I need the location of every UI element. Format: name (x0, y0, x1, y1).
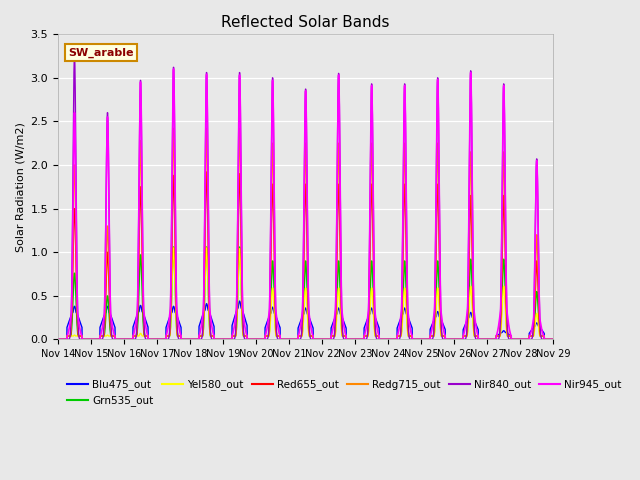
Redg715_out (549, 336, 557, 342)
Red655_out (548, 336, 556, 342)
Blu475_out (236, 298, 243, 304)
Red655_out (389, 336, 397, 342)
Blu475_out (54, 336, 62, 342)
Red655_out (203, 169, 211, 175)
Blu475_out (549, 336, 557, 342)
Red655_out (549, 336, 557, 342)
Redg715_out (287, 336, 294, 342)
Blu475_out (389, 336, 397, 342)
Line: Redg715_out: Redg715_out (58, 128, 553, 339)
Nir945_out (549, 336, 557, 342)
Nir840_out (389, 336, 397, 342)
Line: Nir945_out: Nir945_out (58, 69, 553, 339)
Line: Grn535_out: Grn535_out (58, 247, 553, 339)
Nir840_out (70, 53, 78, 59)
Grn535_out (287, 336, 294, 342)
Blu475_out (548, 336, 556, 342)
Red655_out (54, 336, 62, 342)
Nir945_out (444, 336, 452, 342)
Nir840_out (549, 336, 557, 342)
Grn535_out (54, 336, 62, 342)
Redg715_out (548, 336, 556, 342)
Nir945_out (287, 336, 294, 342)
Yel580_out (417, 336, 424, 342)
Red655_out (417, 336, 424, 342)
Line: Nir840_out: Nir840_out (58, 56, 553, 339)
Line: Red655_out: Red655_out (58, 172, 553, 339)
Yel580_out (389, 336, 397, 342)
Text: SW_arable: SW_arable (68, 48, 133, 58)
Yel580_out (444, 336, 452, 342)
Line: Yel580_out: Yel580_out (58, 248, 553, 339)
Yel580_out (54, 336, 62, 342)
Grn535_out (170, 244, 177, 250)
Redg715_out (389, 336, 397, 342)
Red655_out (143, 333, 151, 339)
Blu475_out (444, 336, 452, 342)
Nir840_out (287, 336, 294, 342)
Nir840_out (54, 336, 62, 342)
Yel580_out (548, 336, 556, 342)
Nir945_out (170, 66, 177, 72)
Yel580_out (170, 245, 177, 251)
Nir945_out (548, 336, 556, 342)
Grn535_out (389, 336, 397, 342)
Nir840_out (417, 336, 424, 342)
Yel580_out (143, 333, 151, 339)
Nir945_out (54, 336, 62, 342)
Red655_out (444, 336, 452, 342)
Title: Reflected Solar Bands: Reflected Solar Bands (221, 15, 390, 30)
Redg715_out (54, 336, 62, 342)
Grn535_out (548, 336, 556, 342)
Redg715_out (417, 336, 424, 342)
Grn535_out (143, 333, 151, 339)
Grn535_out (549, 336, 557, 342)
Yel580_out (549, 336, 557, 342)
Y-axis label: Solar Radiation (W/m2): Solar Radiation (W/m2) (15, 122, 25, 252)
Redg715_out (170, 125, 177, 131)
Nir840_out (143, 336, 151, 342)
Nir945_out (389, 336, 397, 342)
Nir945_out (417, 336, 424, 342)
Nir945_out (143, 330, 151, 336)
Blu475_out (287, 336, 294, 342)
Red655_out (287, 336, 294, 342)
Grn535_out (444, 336, 452, 342)
Line: Blu475_out: Blu475_out (58, 301, 553, 339)
Blu475_out (417, 336, 424, 342)
Nir840_out (548, 336, 556, 342)
Nir840_out (444, 336, 452, 342)
Redg715_out (143, 333, 151, 339)
Legend: Blu475_out, Grn535_out, Yel580_out, Red655_out, Redg715_out, Nir840_out, Nir945_: Blu475_out, Grn535_out, Yel580_out, Red6… (63, 375, 626, 410)
Grn535_out (417, 336, 424, 342)
Yel580_out (287, 336, 294, 342)
Redg715_out (444, 336, 452, 342)
Blu475_out (143, 321, 151, 327)
